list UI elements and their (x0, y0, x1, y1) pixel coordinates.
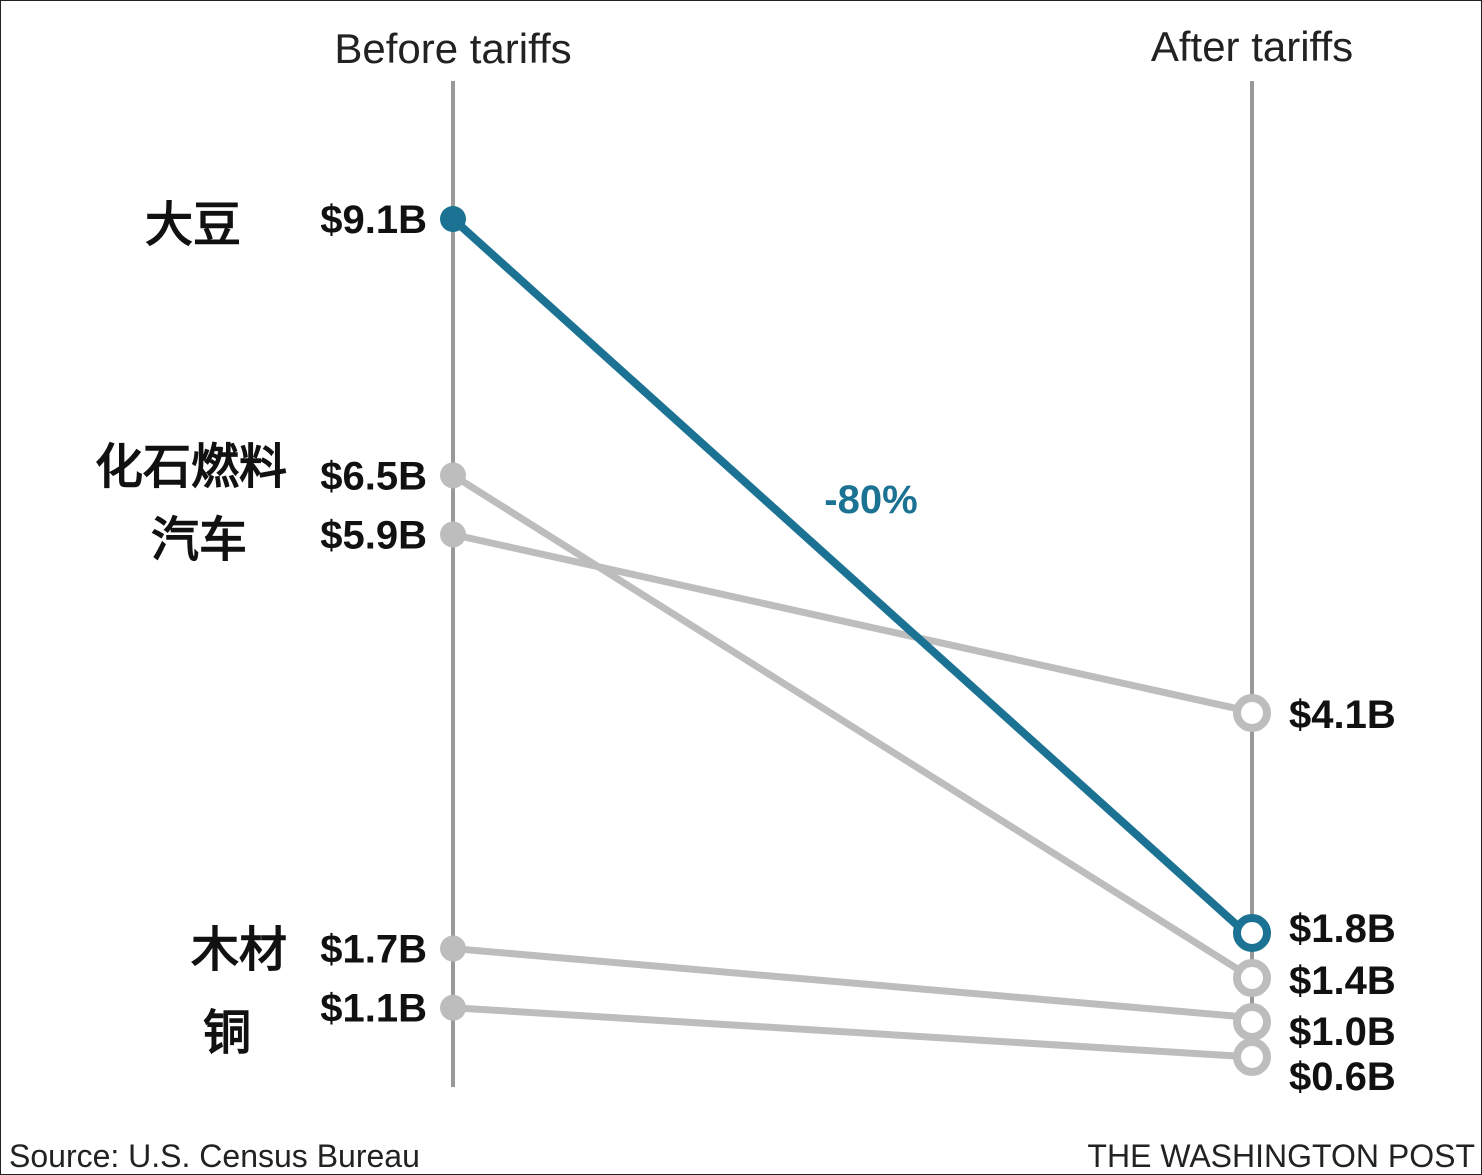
dot-before-木材 (440, 935, 466, 962)
value-after-木材: $1.0B (1289, 1010, 1396, 1054)
column-title-after: After tariffs (1151, 23, 1353, 70)
series-line-化石燃料 (449, 471, 1256, 982)
dot-before-大豆 (440, 206, 466, 232)
value-after-大豆: $1.8B (1289, 907, 1396, 951)
dot-after-化石燃料 (1233, 959, 1271, 997)
category-label-铜: 铜 (203, 1007, 251, 1060)
category-label-木材: 木材 (191, 924, 287, 977)
value-after-化石燃料: $1.4B (1289, 959, 1396, 1003)
value-before-汽车: $5.9B (320, 513, 427, 557)
publisher-credit: THE WASHINGTON POST (1087, 1138, 1475, 1174)
series-line-汽车 (449, 530, 1256, 716)
value-before-铜: $1.1B (320, 987, 427, 1031)
value-before-大豆: $9.1B (320, 198, 427, 242)
series-line-大豆 (449, 215, 1256, 943)
dot-after-铜 (1233, 1038, 1271, 1076)
value-before-木材: $1.7B (320, 928, 427, 972)
category-label-汽车: 汽车 (151, 514, 247, 567)
dot-before-铜 (440, 994, 466, 1021)
column-title-before: Before tariffs (334, 25, 571, 72)
dot-after-大豆 (1233, 914, 1271, 952)
dot-before-汽车 (440, 521, 466, 548)
value-after-汽车: $4.1B (1289, 693, 1396, 737)
value-after-铜: $0.6B (1289, 1055, 1396, 1099)
dot-after-木材 (1233, 1003, 1271, 1041)
dot-after-汽车 (1233, 694, 1271, 732)
series-line-铜 (449, 1004, 1256, 1061)
source-note: Source: U.S. Census Bureau (9, 1138, 420, 1174)
category-label-化石燃料: 化石燃料 (95, 441, 287, 494)
series-line-木材 (449, 945, 1256, 1022)
change-label-大豆: -80% (824, 478, 917, 522)
value-before-化石燃料: $6.5B (320, 454, 427, 498)
dot-before-化石燃料 (440, 462, 466, 489)
category-label-大豆: 大豆 (145, 199, 241, 252)
